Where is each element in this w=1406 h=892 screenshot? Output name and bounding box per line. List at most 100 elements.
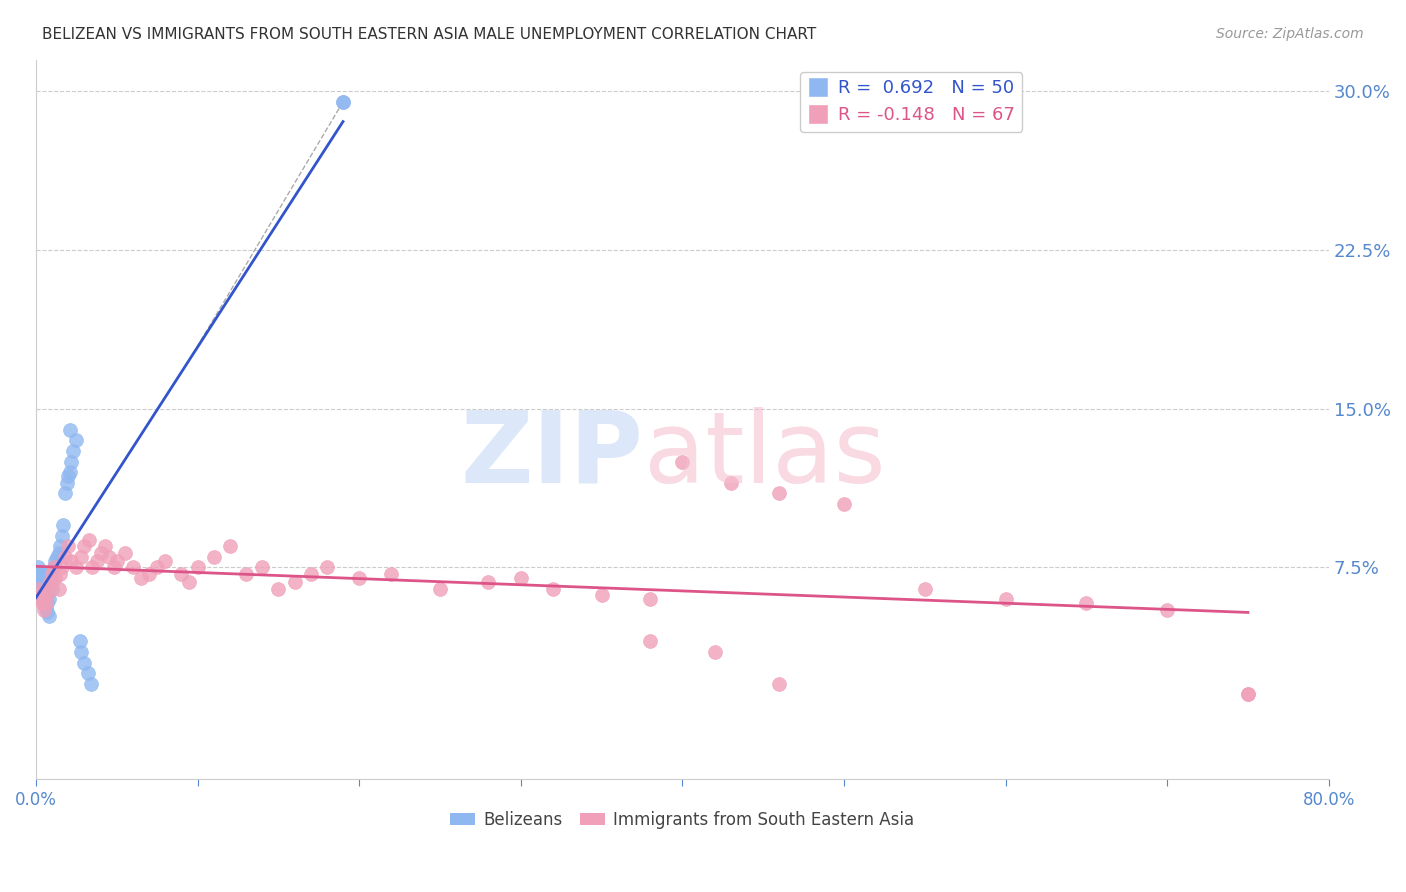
Point	[541, 582, 564, 596]
Point	[994, 592, 1017, 607]
Point	[1237, 687, 1260, 701]
Point	[186, 560, 208, 574]
Point	[27, 560, 49, 574]
Point	[60, 454, 83, 468]
Point	[31, 583, 53, 598]
Point	[53, 549, 76, 564]
Point	[332, 95, 354, 109]
Point	[267, 582, 290, 596]
Point	[58, 469, 80, 483]
Point	[27, 566, 49, 581]
Point	[62, 444, 84, 458]
Point	[77, 533, 100, 547]
Point	[155, 554, 177, 568]
Point	[46, 549, 69, 564]
Point	[114, 545, 136, 559]
Point	[1237, 687, 1260, 701]
Point	[122, 560, 145, 574]
Point	[30, 565, 52, 579]
Point	[55, 475, 77, 490]
Point	[73, 656, 96, 670]
Point	[94, 539, 117, 553]
Point	[31, 596, 53, 610]
Point	[49, 539, 72, 553]
Point	[671, 454, 693, 468]
Point	[914, 582, 936, 596]
Point	[27, 571, 49, 585]
Point	[38, 582, 60, 596]
Point	[30, 571, 52, 585]
Point	[170, 566, 193, 581]
Point	[76, 666, 98, 681]
Point	[703, 645, 725, 659]
Point	[32, 596, 55, 610]
Point	[53, 486, 76, 500]
Point	[250, 560, 273, 574]
Point	[347, 571, 370, 585]
Point	[30, 579, 52, 593]
Point	[38, 609, 60, 624]
Point	[32, 602, 55, 616]
Point	[39, 575, 62, 590]
Point	[31, 575, 53, 590]
Point	[59, 423, 82, 437]
Point	[41, 582, 63, 596]
Point	[591, 588, 613, 602]
Point	[146, 560, 169, 574]
Point	[429, 582, 451, 596]
Point	[70, 645, 93, 659]
Legend: Belizeans, Immigrants from South Eastern Asia: Belizeans, Immigrants from South Eastern…	[444, 804, 921, 835]
Point	[48, 545, 70, 559]
Point	[103, 560, 125, 574]
Point	[832, 497, 855, 511]
Point	[30, 586, 52, 600]
Point	[31, 592, 53, 607]
Point	[42, 560, 65, 574]
Point	[60, 554, 83, 568]
Point	[48, 582, 70, 596]
Point	[218, 539, 240, 553]
Point	[52, 518, 75, 533]
Point	[1156, 602, 1178, 616]
Text: Source: ZipAtlas.com: Source: ZipAtlas.com	[1216, 27, 1364, 41]
Point	[51, 528, 73, 542]
Text: atlas: atlas	[644, 407, 886, 504]
Point	[34, 600, 56, 615]
Point	[41, 566, 63, 581]
Point	[70, 549, 93, 564]
Point	[37, 596, 59, 610]
Point	[34, 592, 56, 607]
Point	[97, 549, 120, 564]
Point	[202, 549, 225, 564]
Point	[37, 588, 59, 602]
Point	[283, 575, 305, 590]
Point	[59, 465, 82, 479]
Point	[509, 571, 531, 585]
Point	[38, 592, 60, 607]
Point	[28, 566, 51, 581]
Point	[41, 571, 63, 585]
Point	[73, 539, 96, 553]
Point	[28, 588, 51, 602]
Point	[90, 545, 112, 559]
Point	[32, 588, 55, 602]
Point	[44, 554, 66, 568]
Point	[477, 575, 499, 590]
Point	[380, 566, 402, 581]
Point	[80, 676, 103, 690]
Point	[32, 579, 55, 593]
Point	[30, 592, 52, 607]
Point	[28, 582, 51, 596]
Point	[65, 560, 87, 574]
Point	[42, 560, 65, 574]
Text: ZIP: ZIP	[461, 407, 644, 504]
Point	[638, 592, 661, 607]
Point	[86, 554, 108, 568]
Point	[34, 596, 56, 610]
Point	[65, 434, 87, 448]
Text: BELIZEAN VS IMMIGRANTS FROM SOUTH EASTERN ASIA MALE UNEMPLOYMENT CORRELATION CHA: BELIZEAN VS IMMIGRANTS FROM SOUTH EASTER…	[42, 27, 817, 42]
Point	[44, 571, 66, 585]
Point	[768, 486, 790, 500]
Point	[638, 634, 661, 648]
Point	[768, 676, 790, 690]
